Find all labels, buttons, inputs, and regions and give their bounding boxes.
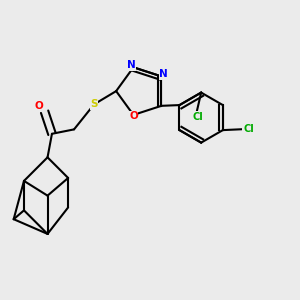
Text: O: O <box>129 111 138 122</box>
Text: N: N <box>127 60 136 70</box>
Text: Cl: Cl <box>243 124 254 134</box>
Text: O: O <box>35 101 44 111</box>
Text: S: S <box>90 99 98 110</box>
Text: Cl: Cl <box>193 112 204 122</box>
Text: N: N <box>159 69 168 79</box>
